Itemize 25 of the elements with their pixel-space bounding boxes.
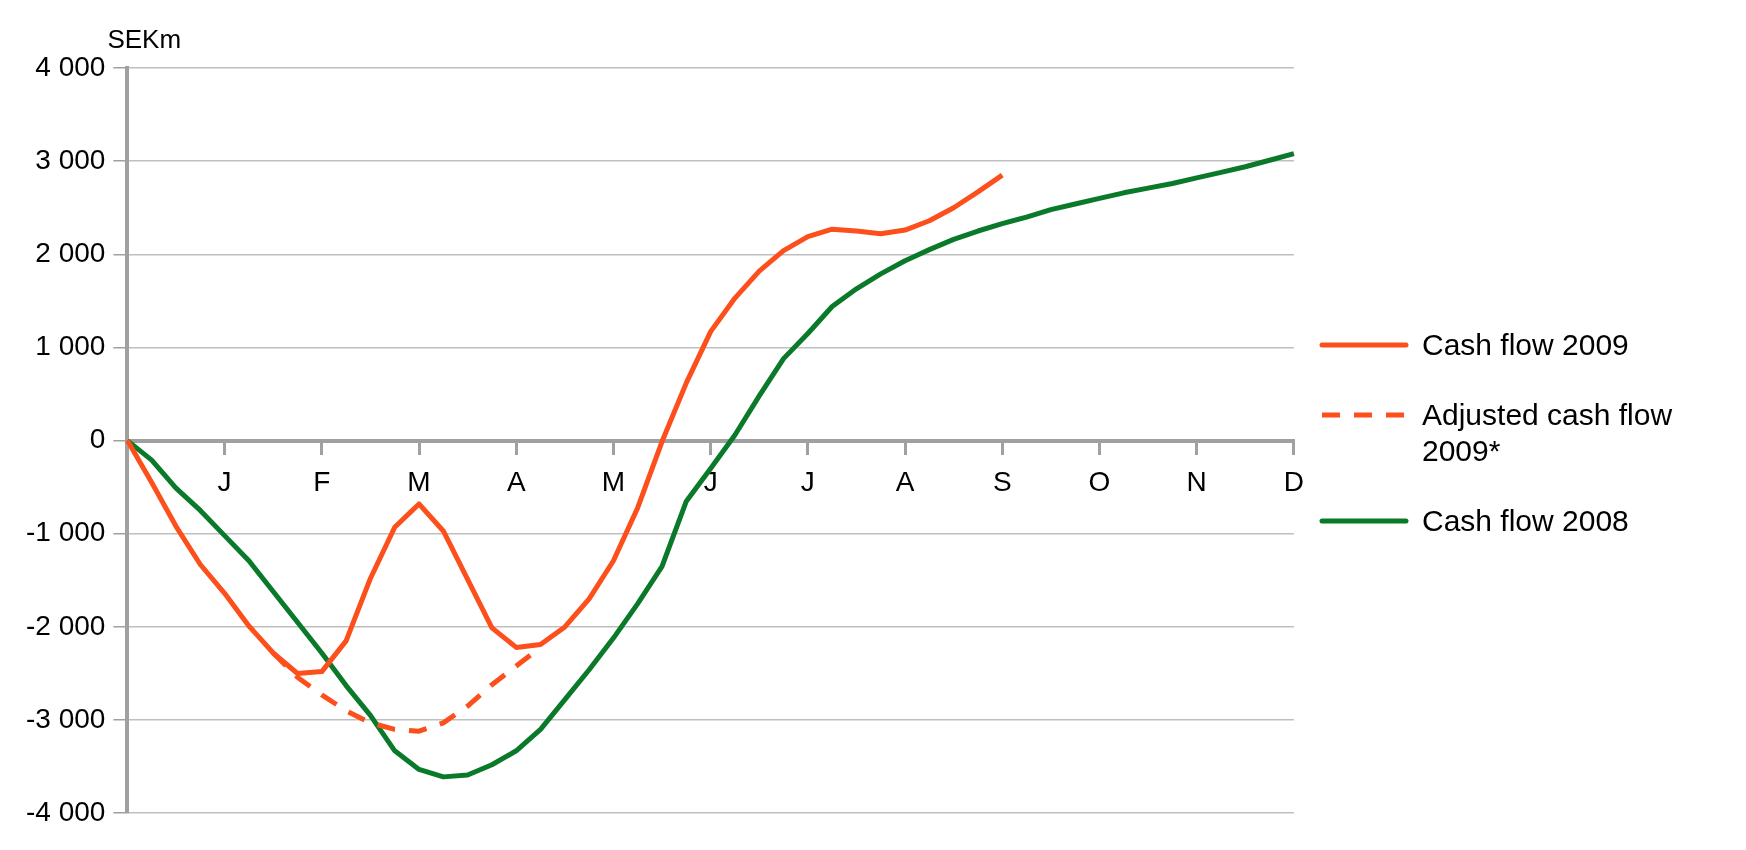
x-tick-label: A [506,466,526,498]
x-tick-label: F [313,466,331,498]
y-tick-label: 3 000 [35,143,106,175]
y-tick-label: 2 000 [35,237,106,269]
x-tick-label: J [800,466,815,498]
y-tick-label: -2 000 [25,609,106,641]
x-tick-label: D [1283,466,1305,498]
legend-label: Cash flow 2009 [1422,327,1630,363]
x-tick-label: O [1088,466,1111,498]
y-tick-label: 1 000 [35,330,106,362]
y-tick-label: -1 000 [25,516,106,548]
y-tick-label: -4 000 [25,795,106,827]
y-tick-label: 4 000 [35,50,106,82]
x-tick-label: A [895,466,915,498]
legend-label: Adjusted cash flow 2009* [1422,397,1674,469]
x-tick-label: J [217,466,232,498]
y-tick-label: 0 [89,423,106,455]
x-tick-label: M [407,466,431,498]
x-tick-label: N [1186,466,1207,498]
legend-label: Cash flow 2008 [1422,503,1630,539]
x-tick-label: M [601,466,626,498]
y-axis-title: SEKm [107,24,182,55]
y-tick-label: -3 000 [25,702,106,734]
x-tick-label: S [992,466,1012,498]
x-tick-label: J [703,466,718,498]
